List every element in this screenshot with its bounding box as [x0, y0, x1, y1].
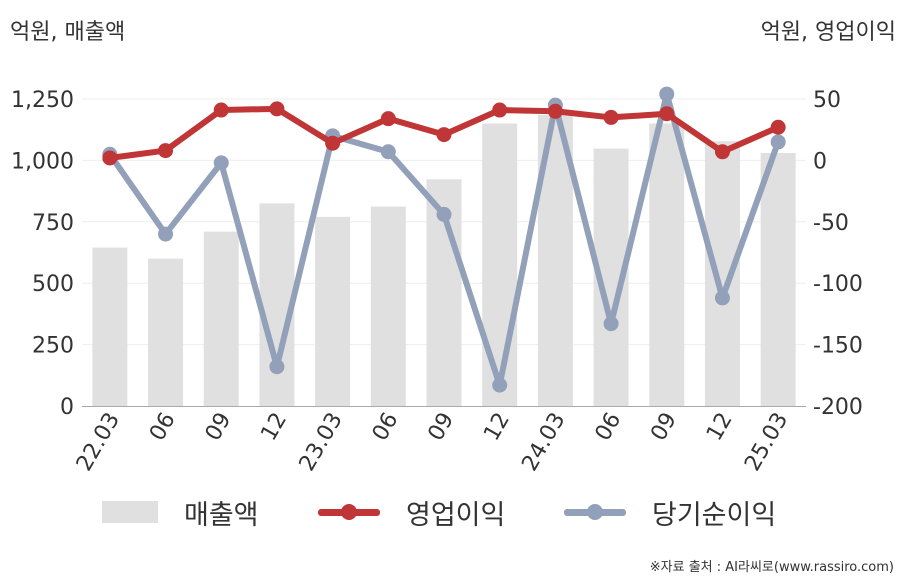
point-operating-profit: [380, 111, 396, 127]
legend-swatch-revenue: [102, 501, 158, 523]
point-operating-profit: [603, 109, 619, 125]
bar-revenue: [482, 123, 518, 406]
legend-item-operating-profit: 영업이익: [318, 490, 505, 534]
legend-swatch-net-income: [564, 501, 626, 523]
point-operating-profit: [492, 102, 508, 118]
point-operating-profit: [213, 102, 229, 118]
legend-label-revenue: 매출액: [184, 499, 259, 531]
y-right-tick-label: -200: [813, 395, 863, 420]
point-net-income: [158, 226, 174, 242]
y-left-tick-label: 1,250: [11, 88, 74, 113]
point-operating-profit: [714, 144, 730, 160]
legend-label-operating-profit: 영업이익: [406, 499, 506, 531]
point-net-income: [659, 86, 675, 102]
x-tick-label: 12: [256, 409, 292, 446]
bar-revenue: [315, 216, 351, 406]
y-left-tick-label: 1,000: [11, 149, 74, 174]
y-left-tick-label: 750: [32, 211, 74, 236]
x-tick-label: 24.03: [517, 409, 570, 476]
combo-chart: 0 250 500 750 1,000 1,250 -200 -150 -100 -50 0 50 22…: [11, 86, 863, 476]
x-tick-label: 06: [591, 409, 627, 446]
x-tick-label: 12: [702, 409, 738, 446]
x-tick-label: 06: [368, 409, 404, 446]
y-right-tick-label: -150: [813, 334, 863, 359]
point-operating-profit: [102, 150, 118, 166]
x-tick-label: 23.03: [295, 409, 348, 476]
point-net-income: [770, 134, 786, 150]
y-right-tick-label: 50: [813, 88, 841, 113]
point-net-income: [492, 377, 508, 393]
point-operating-profit: [547, 103, 563, 119]
unit-label-right: 억원, 영업이익: [760, 20, 896, 45]
x-tick-label: 09: [201, 409, 237, 446]
legend: 매출액 영업이익 당기순이익: [0, 490, 908, 534]
y-right-tick-label: 0: [813, 149, 827, 174]
point-net-income: [380, 144, 396, 160]
x-tick-label: 09: [424, 409, 460, 446]
y-right-tick-label: -100: [813, 272, 863, 297]
legend-item-revenue: 매출액: [102, 490, 259, 534]
bar-revenue: [92, 247, 128, 406]
y-left-tick-label: 0: [60, 395, 74, 420]
point-net-income: [436, 206, 452, 222]
bar-revenue: [203, 231, 239, 406]
point-operating-profit: [269, 101, 285, 117]
point-operating-profit: [659, 106, 675, 122]
y-right-tick-label: -50: [813, 211, 849, 236]
x-tick-label: 06: [145, 409, 181, 446]
source-credit: ※자료 출처 : AI라씨로(www.rassiro.com): [649, 560, 894, 575]
legend-item-net-income: 당기순이익: [564, 490, 776, 534]
bar-revenue: [760, 153, 796, 406]
x-tick-label: 09: [646, 409, 682, 446]
point-operating-profit: [770, 119, 786, 135]
point-net-income: [213, 155, 229, 171]
legend-swatch-operating-profit: [318, 501, 380, 523]
point-operating-profit: [325, 135, 341, 151]
point-net-income: [603, 316, 619, 332]
bar-revenue: [148, 258, 184, 406]
point-operating-profit: [158, 143, 174, 159]
bar-revenue: [649, 123, 685, 406]
legend-label-net-income: 당기순이익: [652, 499, 777, 531]
point-net-income: [269, 359, 285, 375]
bar-revenue: [370, 206, 406, 406]
x-tick-label: 25.03: [740, 409, 793, 476]
point-operating-profit: [436, 127, 452, 143]
y-left-tick-label: 250: [32, 334, 74, 359]
bar-revenue: [704, 141, 740, 406]
y-left-tick-label: 500: [32, 272, 74, 297]
unit-label-left: 억원, 매출액: [10, 20, 126, 45]
x-tick-label: 12: [479, 409, 515, 446]
point-net-income: [714, 290, 730, 306]
x-tick-label: 22.03: [72, 409, 125, 476]
